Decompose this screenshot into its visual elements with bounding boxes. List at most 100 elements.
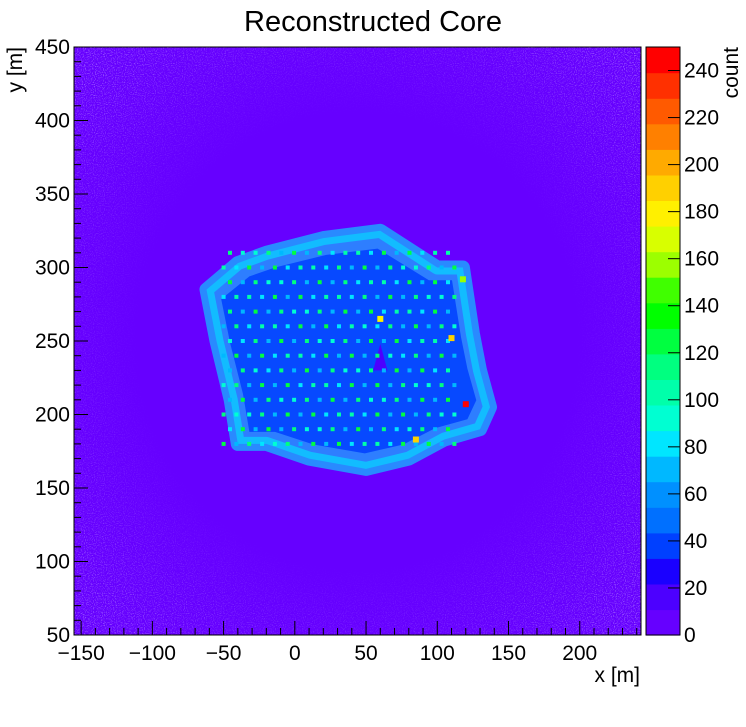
detector-cell <box>330 427 335 432</box>
detector-cell <box>349 294 354 299</box>
detector-cell <box>394 250 399 255</box>
detector-cell <box>337 324 341 329</box>
detector-cell <box>388 412 393 417</box>
detector-cell <box>394 280 399 285</box>
detector-cell <box>330 339 335 343</box>
low-count-pocket <box>373 343 388 371</box>
detector-cell <box>311 441 316 446</box>
detector-cell <box>452 265 457 270</box>
detector-cell <box>369 280 373 285</box>
detector-cell <box>375 383 380 388</box>
y-tick-label: 200 <box>35 404 70 427</box>
detector-cell <box>446 397 450 402</box>
detector-cell <box>247 324 252 329</box>
detector-cell <box>343 309 348 314</box>
detector-cell <box>292 309 297 314</box>
detector-cell <box>311 265 316 270</box>
detector-cell <box>362 265 367 270</box>
detector-cell <box>260 441 265 446</box>
detector-cell <box>234 383 239 388</box>
colorbar-swatch <box>646 328 680 355</box>
detector-cell <box>356 309 361 314</box>
detector-cell <box>446 250 450 255</box>
detector-cell <box>330 368 335 373</box>
detector-cell <box>279 250 284 255</box>
detector-cell <box>420 427 425 432</box>
colorbar-swatch <box>646 430 680 457</box>
detector-cell <box>446 309 450 314</box>
hotspot-cell <box>448 335 455 342</box>
detector-cell <box>446 339 450 343</box>
detector-cell <box>260 412 265 417</box>
detector-cell <box>407 397 412 402</box>
y-tick-label: 300 <box>35 257 70 280</box>
colorbar-tick-label: 160 <box>684 248 719 271</box>
detector-cell <box>369 427 373 432</box>
detector-cell <box>266 368 271 373</box>
detector-cell <box>311 353 316 358</box>
colorbar-swatch <box>646 558 680 585</box>
detector-cell <box>285 294 290 299</box>
detector-cell <box>221 265 226 270</box>
detector-cell <box>253 250 258 255</box>
detector-cell <box>413 294 418 299</box>
detector-cell <box>337 353 341 358</box>
detector-cell <box>272 441 277 446</box>
detector-cell <box>221 294 226 299</box>
detector-cell <box>401 294 406 299</box>
chart-title: Reconstructed Core <box>244 6 502 38</box>
colorbar-swatch <box>646 379 680 406</box>
colorbar-frame <box>645 46 681 636</box>
detector-cell <box>298 324 303 329</box>
colorbar-swatch <box>646 123 680 150</box>
detector-cell <box>324 383 329 388</box>
y-tick-label: 350 <box>35 183 70 206</box>
detector-cell <box>234 294 239 299</box>
detector-cell <box>356 397 361 402</box>
detector-cell <box>426 353 431 358</box>
detector-cell <box>407 309 412 314</box>
detector-cell <box>369 309 373 314</box>
detector-cell <box>240 427 245 432</box>
detector-cell <box>311 383 316 388</box>
detector-cell <box>298 294 303 299</box>
x-tick-label: 150 <box>491 642 526 665</box>
colorbar-tick-label: 200 <box>684 154 719 177</box>
detector-cell <box>285 412 290 417</box>
detector-cell <box>279 368 284 373</box>
detector-cell <box>279 397 284 402</box>
detector-cell <box>356 339 361 343</box>
detector-cell <box>221 324 226 329</box>
colorbar-swatch <box>646 251 680 278</box>
detector-cell <box>362 383 367 388</box>
detector-cell <box>234 324 239 329</box>
y-tick-label: 100 <box>35 551 70 574</box>
detector-cell <box>362 353 367 358</box>
detector-cell <box>317 280 322 285</box>
detector-cell <box>375 265 380 270</box>
detector-cell <box>272 353 277 358</box>
detector-cell <box>349 324 354 329</box>
detector-cell <box>260 265 265 270</box>
detector-cell <box>413 324 418 329</box>
detector-cell <box>253 368 258 373</box>
detector-cell <box>228 427 232 432</box>
detector-cell <box>266 339 271 343</box>
detector-cell <box>452 353 457 358</box>
colorbar-swatch <box>646 532 680 559</box>
detector-cell <box>388 324 393 329</box>
detector-cell <box>253 309 258 314</box>
detector-cell <box>279 309 284 314</box>
detector-cell <box>292 397 297 402</box>
detector-cell <box>375 294 380 299</box>
detector-cell <box>247 353 252 358</box>
detector-cell <box>292 427 297 432</box>
detector-cell <box>240 250 245 255</box>
detector-cell <box>388 265 393 270</box>
detector-cell <box>401 441 406 446</box>
detector-cell <box>407 250 412 255</box>
detector-cell <box>349 265 354 270</box>
colorbar: 0 20 40 60 80 100 120 140 160 180 200 220 240 <box>645 46 719 647</box>
y-tick-label: 150 <box>35 477 70 500</box>
detector-cell <box>362 324 367 329</box>
